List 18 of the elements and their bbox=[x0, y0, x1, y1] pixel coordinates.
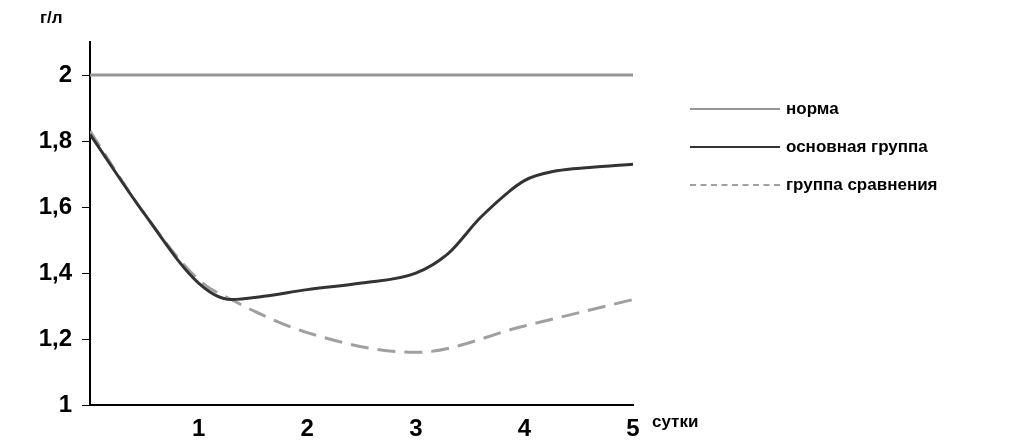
y-tick-label: 1,4 bbox=[38, 257, 73, 285]
text: основная группа bbox=[786, 137, 928, 157]
x-tick-label: 4 bbox=[517, 414, 532, 442]
x-axis-title: сутки bbox=[652, 412, 699, 432]
y-tick-label: 1,2 bbox=[38, 323, 72, 351]
text: группа сравнения bbox=[786, 175, 938, 195]
y-axis-title: г/л bbox=[40, 8, 63, 28]
x-tick-label: 3 bbox=[409, 414, 423, 442]
x-tick-label: 1 bbox=[191, 414, 206, 442]
line-series bbox=[90, 129, 633, 354]
line-series bbox=[90, 132, 633, 302]
y-tick-label: 1,6 bbox=[38, 191, 72, 219]
y-tick-label: 2 bbox=[58, 59, 72, 87]
text: норма bbox=[786, 99, 839, 119]
y-tick-label: 1 bbox=[58, 389, 72, 417]
x-tick-label: 2 bbox=[300, 414, 314, 442]
x-tick-label: 5 bbox=[626, 414, 640, 442]
y-tick-label: 1,8 bbox=[38, 125, 72, 153]
